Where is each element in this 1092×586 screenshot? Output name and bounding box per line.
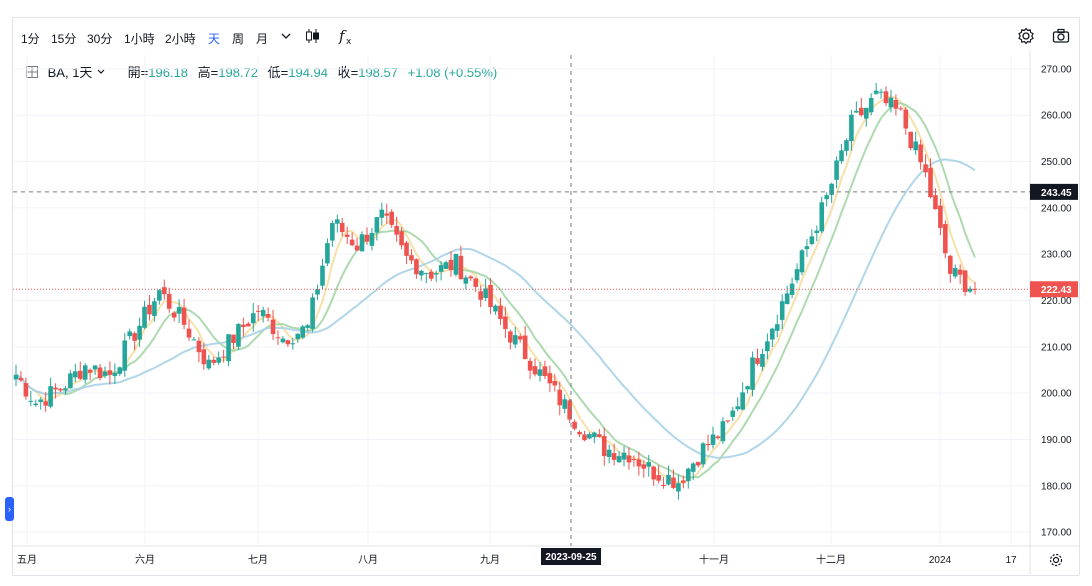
legend-close: 198.57 [358,65,398,80]
legend-open: 196.18 [148,65,189,80]
legend-high-label: 高= [197,65,219,80]
timeframe-day[interactable]: 天 [208,32,221,46]
legend-open-label: 開= [127,65,149,80]
indicator-fx-icon[interactable]: f x [336,26,356,46]
timeframe-30m[interactable]: 30分 [87,32,113,46]
gear-icon[interactable] [1016,26,1036,46]
timeframe-week[interactable]: 周 [232,32,245,46]
timeframe-15m[interactable]: 15分 [51,32,77,46]
legend-low: 194.94 [288,65,328,80]
legend-change: +1.08 (+0.55%) [407,65,498,80]
camera-icon[interactable] [1051,26,1071,46]
timeframe-1h[interactable]: 1小時 [124,32,155,46]
timeframe-2h[interactable]: 2小時 [165,32,196,46]
timeframe-1m[interactable]: 1分 [21,32,40,46]
svg-text:f: f [338,27,347,45]
toolbar: 1分 15分 30分 1小時 2小時 天 周 月 f x [12,24,1080,50]
chevron-down-icon[interactable] [276,26,296,46]
ohlc-legend: BA, 1天 開=196.18 高=198.72 低=194.94 收=198.… [26,62,497,81]
timeframe-month[interactable]: 月 [256,32,269,46]
grid-icon[interactable] [26,66,38,78]
collapse-panel-button[interactable]: › [5,497,14,521]
svg-text:x: x [346,37,352,46]
legend-symbol[interactable]: BA, 1天 [47,65,93,80]
legend-low-label: 低= [267,65,289,80]
legend-high: 198.72 [218,65,259,80]
legend-close-label: 收= [337,65,359,80]
chevron-down-icon[interactable] [96,67,106,77]
chart-frame [12,17,1080,576]
candlestick-icon[interactable] [302,26,322,46]
